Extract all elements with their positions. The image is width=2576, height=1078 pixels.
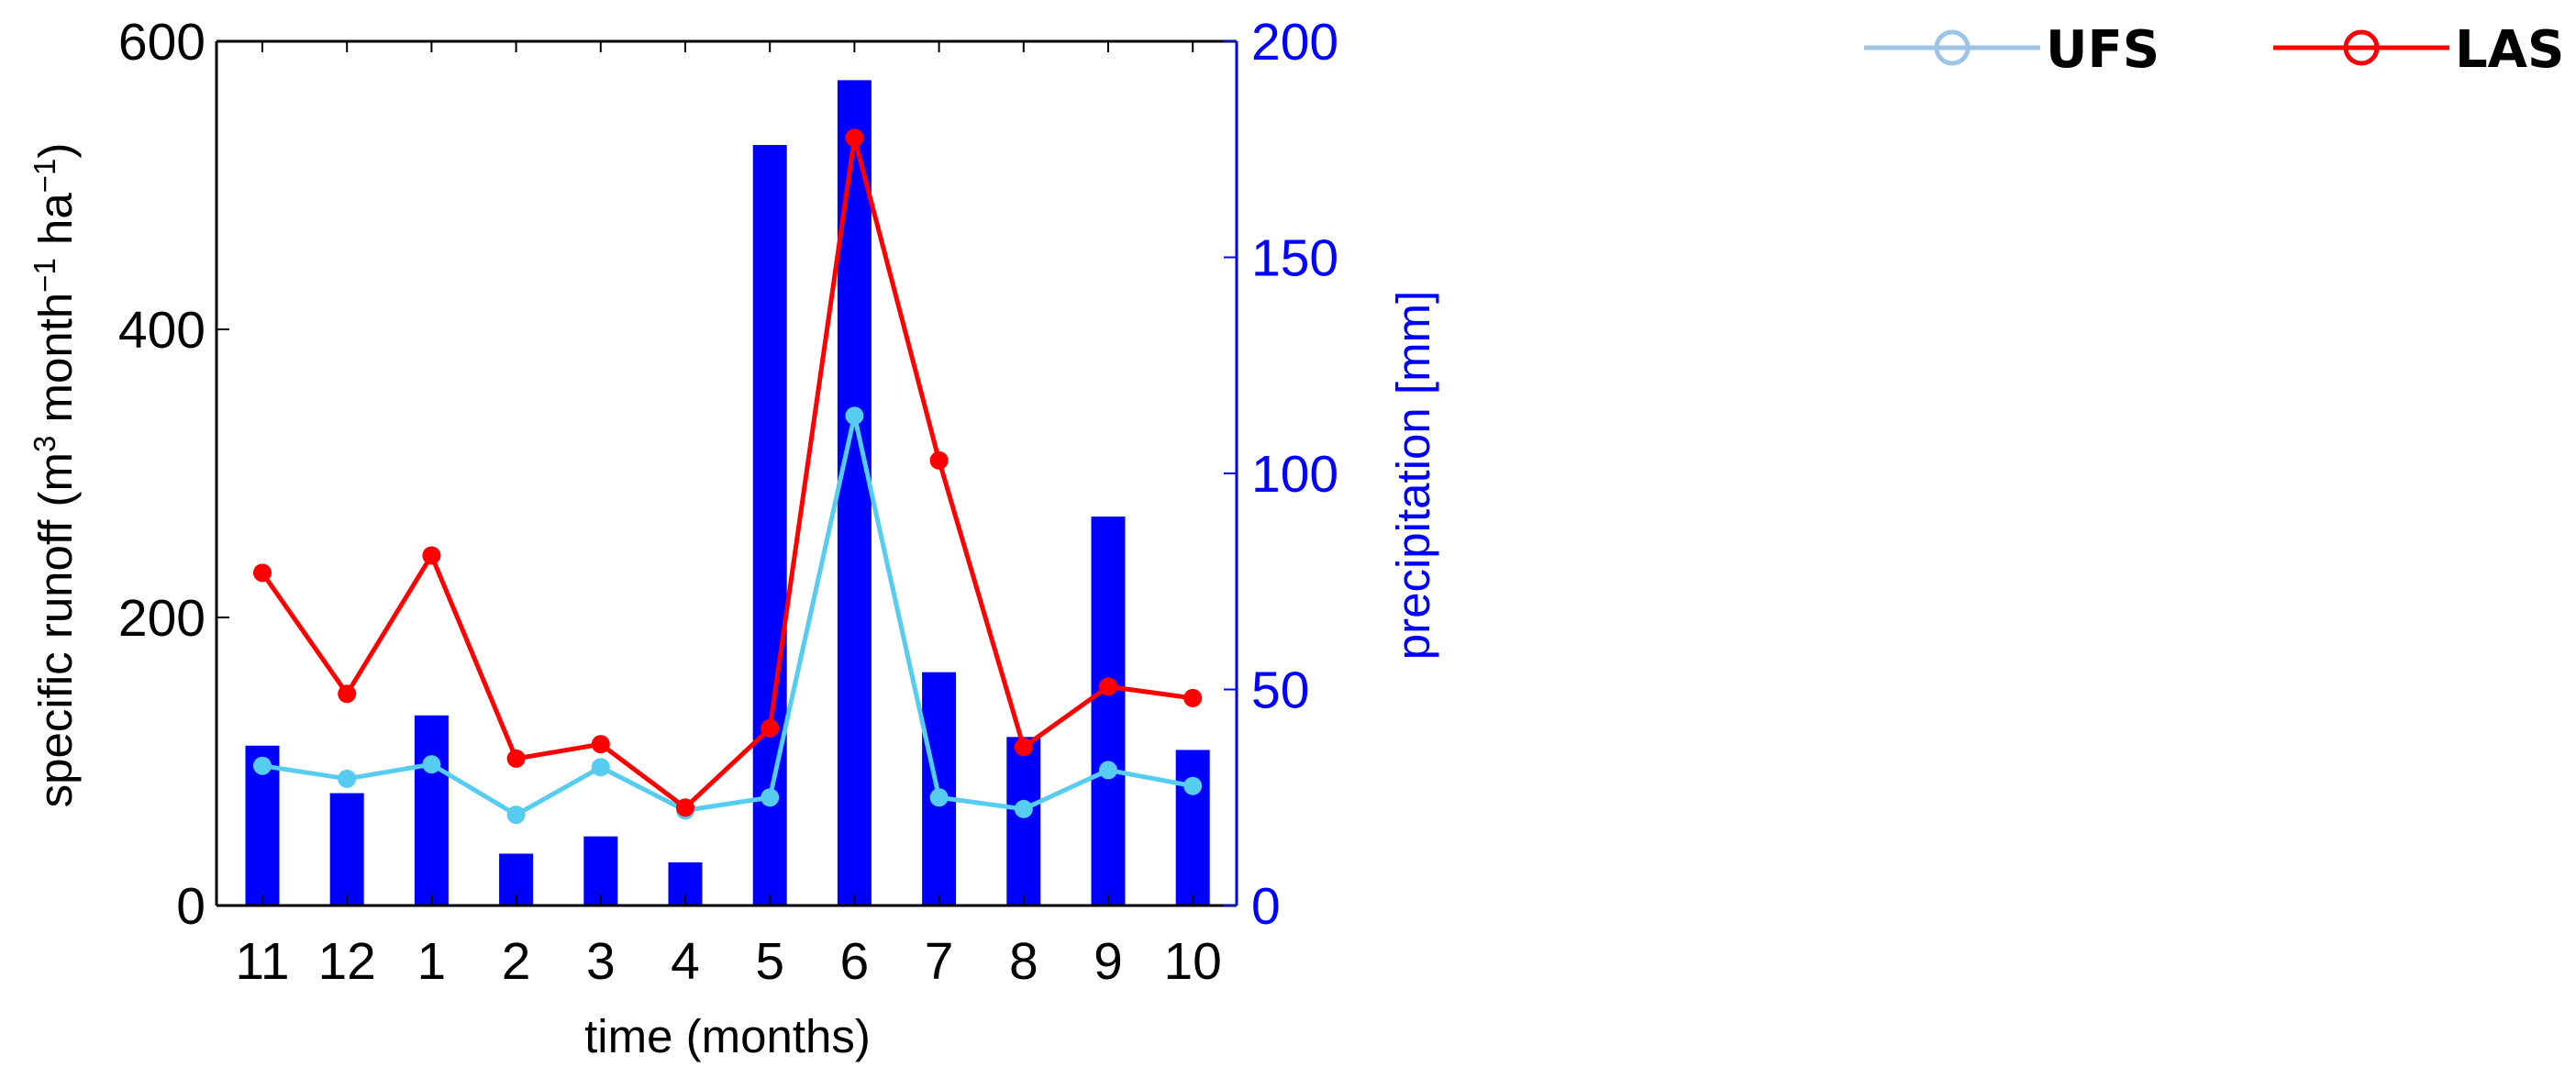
legend: UFS LAS <box>1864 20 2564 80</box>
x-tick-label: 8 <box>1009 932 1038 991</box>
precipitation-bars <box>245 80 1210 906</box>
ufs-point-5 <box>761 788 780 807</box>
precip-bar-1 <box>414 715 449 906</box>
las-point-11 <box>253 563 272 583</box>
ufs-point-2 <box>506 806 526 825</box>
ufs-point-12 <box>338 769 357 788</box>
las-point-9 <box>1099 677 1117 696</box>
left-y-axis-label: specific runoff (m3 month−1 ha−1) <box>28 143 83 808</box>
las-legend-marker <box>2343 29 2380 66</box>
x-tick-label: 12 <box>317 932 375 991</box>
precip-bar-8 <box>1006 737 1041 906</box>
x-tick-label: 2 <box>502 932 531 991</box>
las-point-6 <box>845 128 864 148</box>
x-tick-label: 6 <box>840 932 870 991</box>
precip-bar-10 <box>1175 750 1210 906</box>
right-y-tick-label: 100 <box>1251 445 1338 504</box>
las-point-10 <box>1183 688 1203 707</box>
precip-bar-5 <box>752 145 787 906</box>
precip-bar-9 <box>1091 517 1126 906</box>
las-point-1 <box>422 546 441 565</box>
ufs-point-8 <box>1014 799 1033 818</box>
right-y-tick-label: 50 <box>1251 661 1309 720</box>
ufs-point-6 <box>845 406 864 426</box>
ufs-point-1 <box>422 755 441 774</box>
precip-bar-12 <box>329 793 364 906</box>
las-point-4 <box>676 798 694 817</box>
las-legend-label: LAS <box>2455 20 2564 80</box>
ufs-legend-label: UFS <box>2046 20 2160 80</box>
x-axis-label: time (months) <box>584 1010 871 1062</box>
ufs-point-10 <box>1183 776 1203 795</box>
left-y-tick-label: 600 <box>118 13 205 72</box>
right-y-tick-label: 150 <box>1251 229 1338 288</box>
ufs-line <box>261 413 1194 817</box>
x-tick-label: 7 <box>925 932 954 991</box>
las-point-7 <box>929 450 949 470</box>
x-tick-label: 11 <box>235 932 289 991</box>
precip-bar-6 <box>837 80 872 906</box>
ufs-point-9 <box>1099 761 1117 780</box>
las-point-12 <box>338 684 357 704</box>
x-tick-label: 10 <box>1163 932 1221 991</box>
las-point-5 <box>761 718 780 738</box>
right-y-axis-label: precipitation [mm] <box>1387 291 1439 660</box>
ufs-point-3 <box>591 758 610 777</box>
right-y-tick-label: 0 <box>1251 877 1281 936</box>
las-point-8 <box>1014 738 1033 757</box>
ufs-point-7 <box>929 788 949 807</box>
ufs-point-11 <box>253 756 272 775</box>
las-line <box>260 135 1194 810</box>
axes <box>215 39 1238 907</box>
right-y-tick-label: 200 <box>1251 13 1338 72</box>
ufs-legend-marker <box>1934 29 1971 66</box>
precip-bar-3 <box>583 836 618 906</box>
x-tick-label: 9 <box>1094 932 1123 991</box>
x-tick-label: 5 <box>755 932 784 991</box>
las-point-3 <box>591 735 610 754</box>
left-y-tick-label: 400 <box>118 301 205 360</box>
x-tick-label: 1 <box>417 932 447 991</box>
x-tick-label: 4 <box>671 932 700 991</box>
las-point-2 <box>506 749 526 768</box>
left-y-tick-label: 200 <box>118 589 205 648</box>
x-tick-label: 3 <box>586 932 616 991</box>
runoff-lines <box>253 128 1203 825</box>
left-y-tick-label: 0 <box>176 877 205 936</box>
